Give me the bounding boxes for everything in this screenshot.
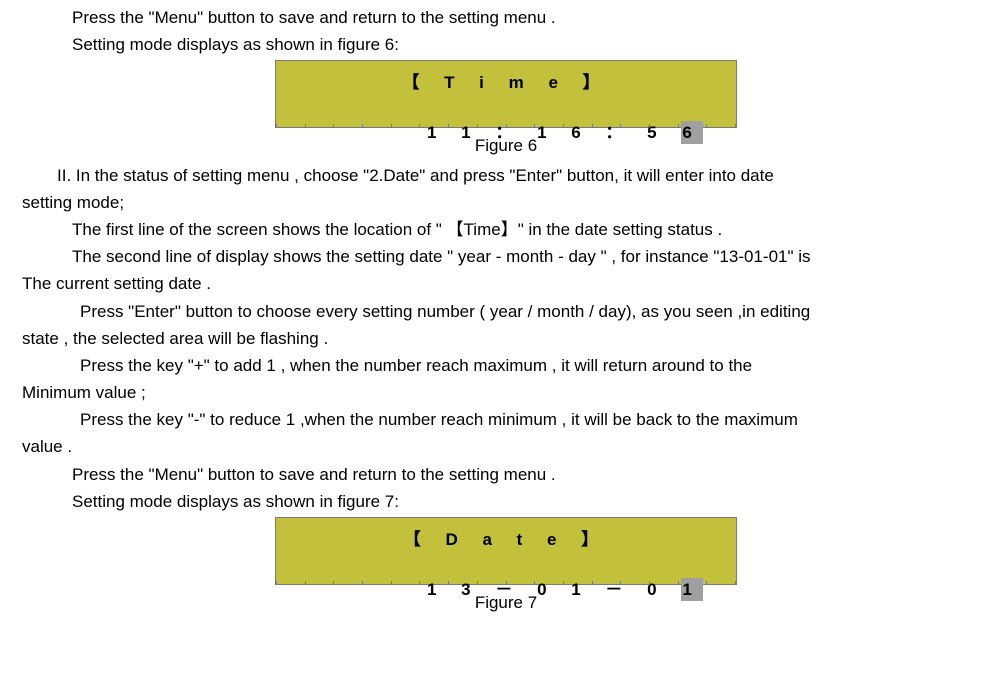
lcd-title-row: 【 T i m e 】 — [276, 71, 736, 95]
instruction-line: The second line of display shows the set… — [72, 243, 990, 270]
instruction-line: The first line of the screen shows the l… — [72, 216, 990, 243]
lcd-title-row: 【 D a t e 】 — [276, 528, 736, 552]
lcd-value-row: 1 1 ： 1 6 ： 5 6 — [276, 97, 736, 121]
lcd-screen: 【 D a t e 】 1 3 － 0 1 － 0 1 — [275, 517, 737, 585]
instruction-line-cont: setting mode; — [22, 189, 990, 216]
instruction-line: Setting mode displays as shown in figure… — [72, 31, 990, 58]
lcd-tick-marks — [276, 124, 736, 128]
lcd-value-row: 1 3 － 0 1 － 0 1 — [276, 554, 736, 578]
document-body: Press the "Menu" button to save and retu… — [0, 0, 1000, 628]
instruction-line: Press the "Menu" button to save and retu… — [72, 4, 990, 31]
lcd-screen: 【 T i m e 】 1 1 ： 1 6 ： 5 6 — [275, 60, 737, 128]
instruction-line: Press the "Menu" button to save and retu… — [72, 461, 990, 488]
instruction-line-cont: Minimum value ; — [22, 379, 990, 406]
instruction-line: Press "Enter" button to choose every set… — [80, 298, 990, 325]
instruction-line-cont: value . — [22, 433, 990, 460]
instruction-line-cont: state , the selected area will be flashi… — [22, 325, 990, 352]
instruction-line: Press the key "+" to add 1 , when the nu… — [80, 352, 990, 379]
instruction-line-cont: The current setting date . — [22, 270, 990, 297]
lcd-figure-7: 【 D a t e 】 1 3 － 0 1 － 0 1 — [22, 517, 990, 585]
lcd-figure-6: 【 T i m e 】 1 1 ： 1 6 ： 5 6 — [22, 60, 990, 128]
instruction-line: Press the key "-" to reduce 1 ,when the … — [80, 406, 990, 433]
lcd-tick-marks — [276, 581, 736, 585]
instruction-line: Setting mode displays as shown in figure… — [72, 488, 990, 515]
